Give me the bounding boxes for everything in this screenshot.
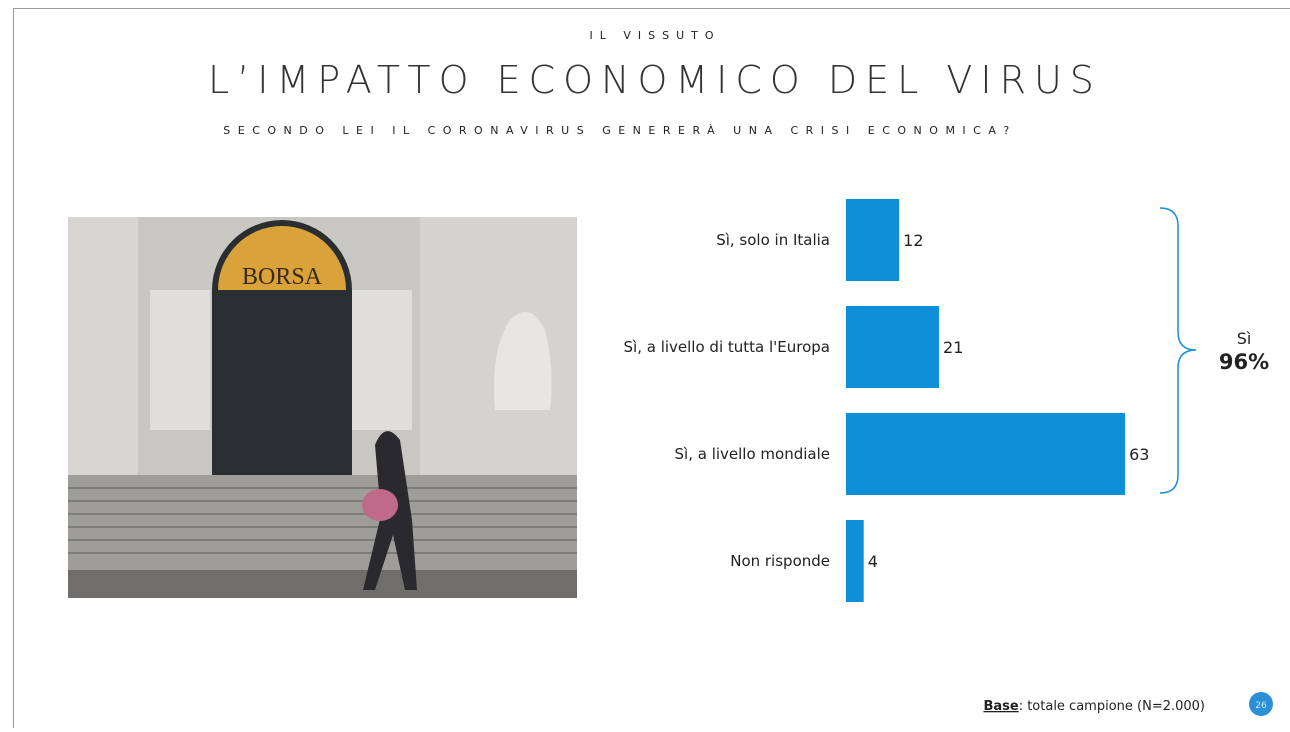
photo: BORSA <box>68 217 577 598</box>
street <box>68 570 577 598</box>
pillar <box>150 290 210 430</box>
category-label: Sì, solo in Italia <box>716 231 830 249</box>
bracket-value: 96% <box>1219 350 1269 374</box>
bracket <box>1159 207 1197 494</box>
pillar <box>352 290 412 430</box>
bar <box>846 413 1126 495</box>
category-label: Non risponde <box>730 552 830 570</box>
footnote-bold: Base <box>983 699 1018 714</box>
subtitle: SECONDO LEI IL CORONAVIRUS GENERERÀ UNA … <box>223 124 1016 137</box>
steps <box>68 475 577 570</box>
arch-window <box>218 226 346 290</box>
category-label: Sì, a livello di tutta l'Europa <box>624 338 830 356</box>
bar <box>846 199 900 281</box>
bag <box>362 489 398 521</box>
value-label: 21 <box>943 338 963 357</box>
bar <box>846 520 864 602</box>
bar <box>846 306 940 388</box>
value-label: 12 <box>903 231 923 250</box>
statue <box>494 312 552 410</box>
value-label: 4 <box>868 552 878 571</box>
step-lines <box>68 487 577 554</box>
page-number: 26 <box>1255 701 1267 711</box>
kicker: IL VISSUTO <box>589 29 720 42</box>
value-label: 63 <box>1129 445 1149 464</box>
footnote: Base: totale campione (N=2.000) <box>983 699 1205 714</box>
footnote-text: : totale campione (N=2.000) <box>1019 699 1205 714</box>
photo-text: BORSA <box>242 264 323 290</box>
column <box>68 217 138 487</box>
title: L’IMPATTO ECONOMICO DEL VIRUS <box>208 58 1102 102</box>
bracket-label: Sì <box>1237 329 1252 348</box>
category-label: Sì, a livello mondiale <box>675 445 830 463</box>
page-badge <box>1249 692 1273 716</box>
